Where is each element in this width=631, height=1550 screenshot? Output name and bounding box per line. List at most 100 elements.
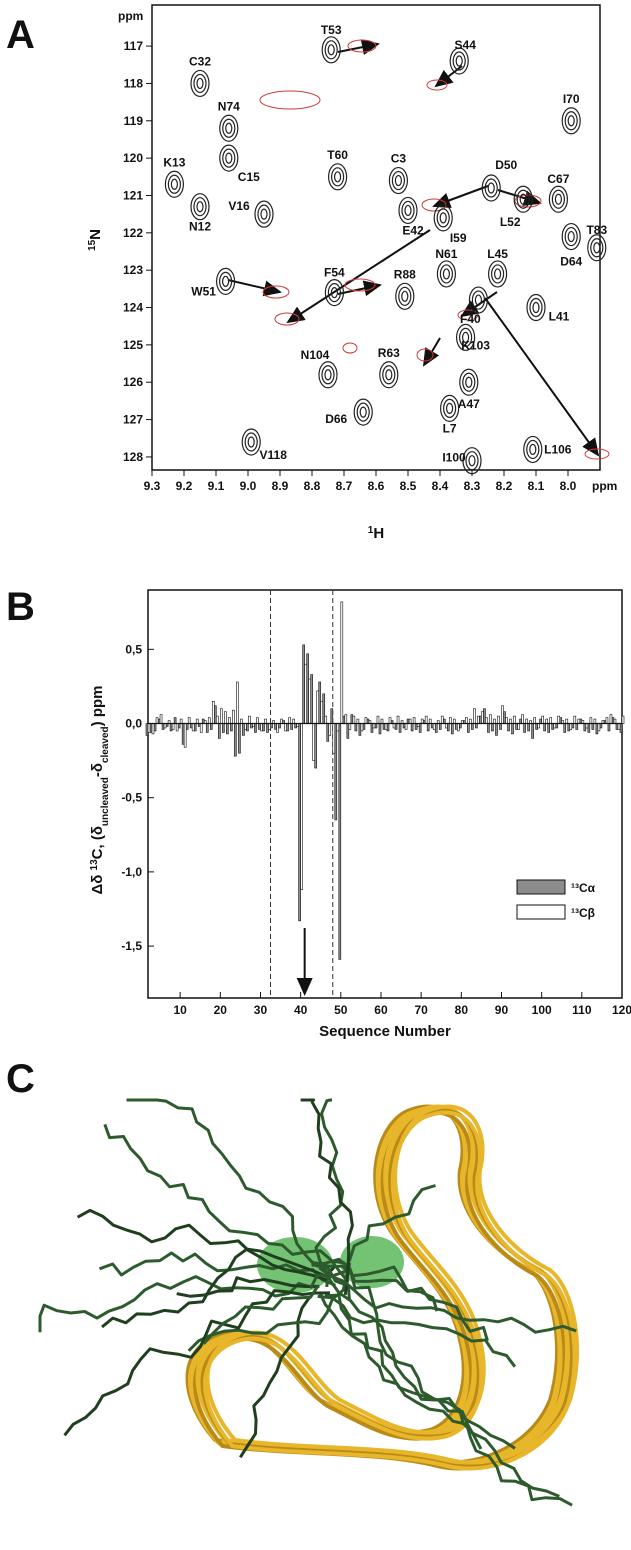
bar xyxy=(332,723,336,754)
label-part: N xyxy=(87,229,104,240)
bar xyxy=(621,715,625,724)
bar xyxy=(346,723,350,739)
bar xyxy=(503,711,506,724)
bar xyxy=(217,723,221,739)
peak-label: I59 xyxy=(450,231,467,245)
peak xyxy=(513,185,533,213)
peak xyxy=(379,361,399,389)
disordered-trace xyxy=(300,1098,354,1296)
bar xyxy=(236,681,239,724)
x-axis-title: Sequence Number xyxy=(319,1023,451,1040)
x-tick-label: 8.6 xyxy=(368,479,385,493)
contour-ring xyxy=(190,69,210,98)
bar xyxy=(177,723,181,729)
disordered-trace xyxy=(103,1123,350,1283)
bar xyxy=(454,723,458,730)
bar xyxy=(232,709,235,724)
x-tick-label: 8.4 xyxy=(432,479,449,493)
bar xyxy=(573,715,577,724)
bar xyxy=(161,723,165,730)
peak xyxy=(241,428,261,456)
contour-ring xyxy=(462,372,476,392)
contour-ring xyxy=(526,293,546,322)
bar xyxy=(495,723,498,736)
bar xyxy=(362,723,366,730)
contour-ring xyxy=(324,278,344,307)
y-tick-label: -1,5 xyxy=(121,939,142,953)
y-tick-label: 0,5 xyxy=(125,642,142,656)
bar xyxy=(434,723,438,733)
bar xyxy=(420,718,424,724)
bar xyxy=(553,723,557,729)
bar xyxy=(199,723,203,733)
contour-ring xyxy=(359,406,367,418)
peak xyxy=(219,144,239,172)
bar xyxy=(213,705,217,724)
contour-ring xyxy=(551,189,566,209)
peak xyxy=(388,166,408,195)
bar xyxy=(300,723,303,890)
bar xyxy=(521,714,524,724)
contour-ring xyxy=(439,212,447,224)
bar xyxy=(354,723,358,732)
peak-label: C15 xyxy=(238,170,260,184)
bar xyxy=(491,723,494,732)
bar xyxy=(260,723,263,732)
bar xyxy=(318,681,322,724)
bar xyxy=(523,723,526,733)
bar xyxy=(525,718,528,724)
bar xyxy=(426,723,430,732)
contour-ring xyxy=(561,222,581,251)
bar xyxy=(322,693,326,724)
peak-label: K13 xyxy=(163,155,185,169)
y-tick-label: 124 xyxy=(123,301,143,315)
bar xyxy=(352,715,356,724)
peak-label: S44 xyxy=(455,38,477,52)
contour-ring xyxy=(474,294,482,306)
contour-ring xyxy=(567,115,575,127)
contour-ring xyxy=(439,264,453,284)
bar xyxy=(499,723,502,730)
contour-ring xyxy=(468,455,476,467)
peak-label: T53 xyxy=(321,23,342,37)
peak-label: N61 xyxy=(435,247,457,261)
bar xyxy=(266,723,269,733)
contour-ring xyxy=(196,201,204,213)
bar xyxy=(294,723,297,729)
contour-ring xyxy=(401,200,415,221)
peak-label: D64 xyxy=(560,255,582,269)
contour-ring xyxy=(167,174,181,194)
bar xyxy=(382,723,386,730)
contour-ring xyxy=(241,428,261,456)
bar xyxy=(448,717,452,724)
contour-ring xyxy=(216,267,236,295)
bar xyxy=(185,723,189,730)
peak xyxy=(561,222,581,251)
bar xyxy=(207,717,211,724)
y-tick-label: 125 xyxy=(123,338,143,352)
bar xyxy=(153,723,157,732)
bar xyxy=(607,723,611,732)
bar xyxy=(471,723,474,730)
bar xyxy=(394,723,398,730)
bar xyxy=(585,723,589,729)
bar xyxy=(567,723,571,732)
label-part: Δδ xyxy=(89,870,106,894)
bar xyxy=(537,723,540,729)
peak xyxy=(462,447,482,475)
bar xyxy=(306,653,309,724)
x-tick-label: 8.7 xyxy=(336,479,353,493)
bar xyxy=(575,723,579,730)
bar xyxy=(609,714,613,724)
bar xyxy=(539,718,542,724)
contour-ring xyxy=(436,260,456,288)
bar xyxy=(324,715,328,724)
x-tick-label: 60 xyxy=(374,1003,388,1017)
bar xyxy=(298,723,301,922)
bar xyxy=(424,715,428,724)
contour-ring xyxy=(247,436,255,448)
contour-ring xyxy=(459,327,473,348)
disordered-trace xyxy=(38,1275,313,1333)
bar xyxy=(288,717,291,724)
ribbon-trace xyxy=(205,1104,580,1465)
